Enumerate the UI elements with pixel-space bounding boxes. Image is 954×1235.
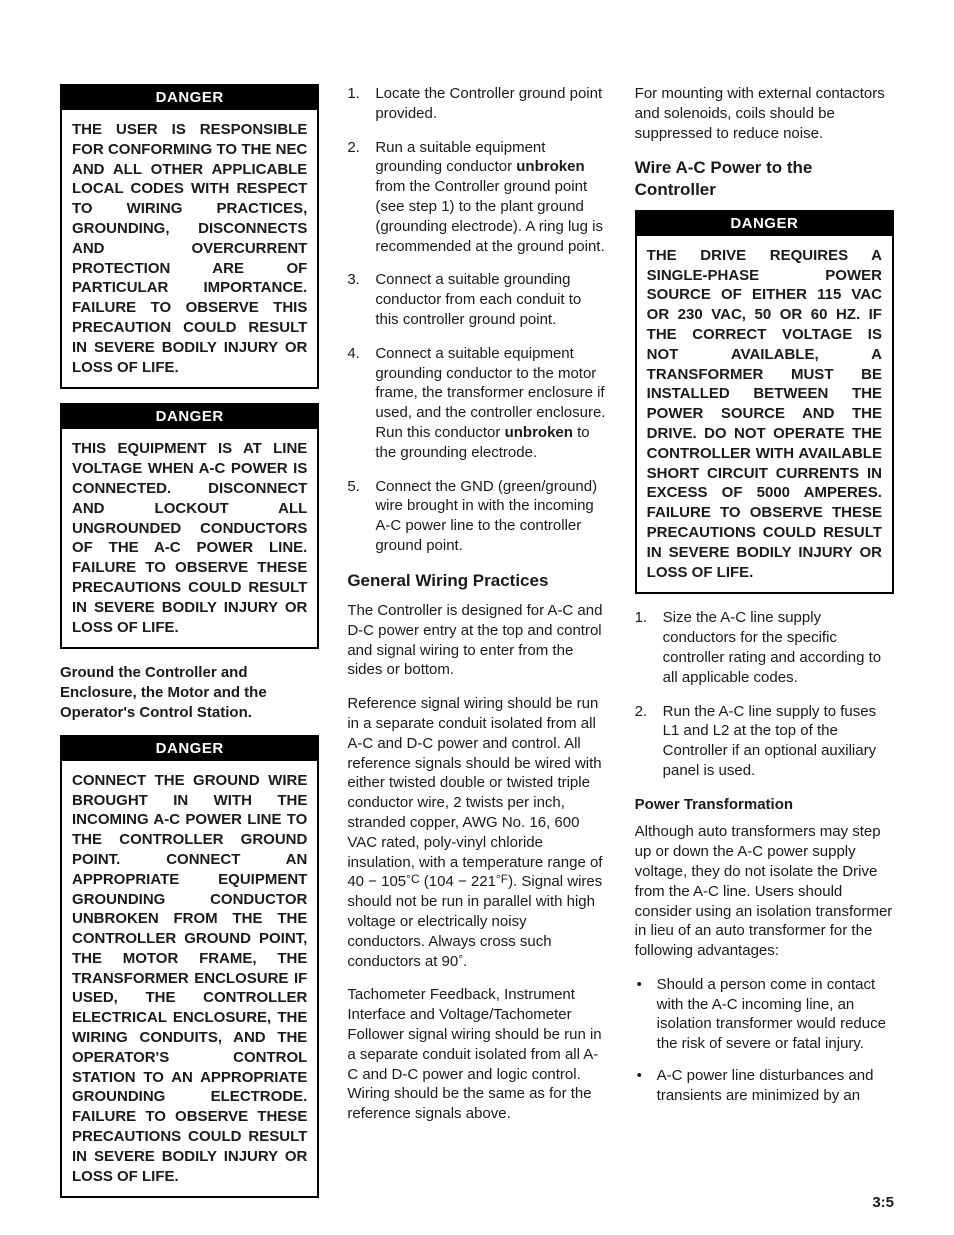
advantages-list: Should a person come in contact with the… bbox=[635, 975, 894, 1106]
step-text: Connect the GND (green/ground) wire brou… bbox=[375, 478, 597, 554]
step-text: Run the A-C line supply to fuses L1 and … bbox=[663, 703, 876, 779]
danger-heading: DANGER bbox=[62, 86, 317, 110]
danger-body: THIS EQUIPMENT IS AT LINE VOLTAGE WHEN A… bbox=[62, 429, 317, 647]
text: . bbox=[463, 953, 467, 970]
ac-power-steps-list: Size the A-C line supply conductors for … bbox=[635, 608, 894, 780]
paragraph: Although auto transformers may step up o… bbox=[635, 822, 894, 961]
danger-box-4: DANGER THE DRIVE REQUIRES A SINGLE-PHASE… bbox=[635, 210, 894, 595]
bold-word: unbroken bbox=[516, 158, 584, 175]
grounding-steps-list: Locate the Controller ground point provi… bbox=[347, 84, 606, 556]
list-item: Connect the GND (green/ground) wire brou… bbox=[347, 477, 606, 556]
list-item: Connect a suitable equipment grounding c… bbox=[347, 344, 606, 463]
power-transformation-heading: Power Transformation bbox=[635, 795, 894, 815]
list-item: Should a person come in contact with the… bbox=[635, 975, 894, 1054]
paragraph: The Controller is designed for A-C and D… bbox=[347, 601, 606, 680]
step-text: Connect a suitable grounding conductor f… bbox=[375, 271, 581, 328]
list-item: Run the A-C line supply to fuses L1 and … bbox=[635, 702, 894, 781]
right-column: For mounting with external contactors an… bbox=[635, 84, 894, 1198]
page: DANGER THE USER IS RESPONSIBLE FOR CONFO… bbox=[0, 0, 954, 1235]
paragraph: For mounting with external contactors an… bbox=[635, 84, 894, 143]
danger-body: THE DRIVE REQUIRES A SINGLE-PHASE POWER … bbox=[637, 236, 892, 593]
wire-ac-heading: Wire A-C Power to the Controller bbox=[635, 157, 894, 200]
degree-f: °F bbox=[496, 872, 508, 886]
text: (104 − 221 bbox=[420, 873, 496, 890]
paragraph: Tachometer Feedback, Instrument Interfac… bbox=[347, 985, 606, 1124]
page-number: 3:5 bbox=[872, 1194, 894, 1211]
column-container: DANGER THE USER IS RESPONSIBLE FOR CONFO… bbox=[60, 84, 894, 1198]
step-text: from the Controller ground point (see st… bbox=[375, 178, 604, 254]
danger-heading: DANGER bbox=[62, 405, 317, 429]
danger-heading: DANGER bbox=[62, 737, 317, 761]
bullet-text: A-C power line disturbances and transien… bbox=[657, 1067, 874, 1104]
ground-controller-lead: Ground the Controller and Enclosure, the… bbox=[60, 663, 319, 722]
center-column: Locate the Controller ground point provi… bbox=[347, 84, 606, 1198]
paragraph: Reference signal wiring should be run in… bbox=[347, 694, 606, 971]
degree-c: °C bbox=[406, 872, 419, 886]
left-column: DANGER THE USER IS RESPONSIBLE FOR CONFO… bbox=[60, 84, 319, 1198]
degree: ° bbox=[458, 952, 463, 966]
bullet-text: Should a person come in contact with the… bbox=[657, 976, 886, 1052]
danger-box-3: DANGER CONNECT THE GROUND WIRE BROUGHT I… bbox=[60, 735, 319, 1199]
danger-body: CONNECT THE GROUND WIRE BROUGHT IN WITH … bbox=[62, 761, 317, 1197]
step-text: Locate the Controller ground point provi… bbox=[375, 85, 602, 122]
danger-box-1: DANGER THE USER IS RESPONSIBLE FOR CONFO… bbox=[60, 84, 319, 389]
list-item: Run a suitable equipment grounding condu… bbox=[347, 138, 606, 257]
list-item: Size the A-C line supply conductors for … bbox=[635, 608, 894, 687]
danger-body: THE USER IS RESPONSIBLE FOR CONFORMING T… bbox=[62, 110, 317, 387]
list-item: Connect a suitable grounding conductor f… bbox=[347, 270, 606, 329]
step-text: Size the A-C line supply conductors for … bbox=[663, 609, 881, 685]
list-item: A-C power line disturbances and transien… bbox=[635, 1066, 894, 1106]
general-wiring-heading: General Wiring Practices bbox=[347, 570, 606, 591]
list-item: Locate the Controller ground point provi… bbox=[347, 84, 606, 124]
bold-word: unbroken bbox=[505, 424, 573, 441]
danger-heading: DANGER bbox=[637, 212, 892, 236]
text: Reference signal wiring should be run in… bbox=[347, 695, 602, 890]
danger-box-2: DANGER THIS EQUIPMENT IS AT LINE VOLTAGE… bbox=[60, 403, 319, 649]
